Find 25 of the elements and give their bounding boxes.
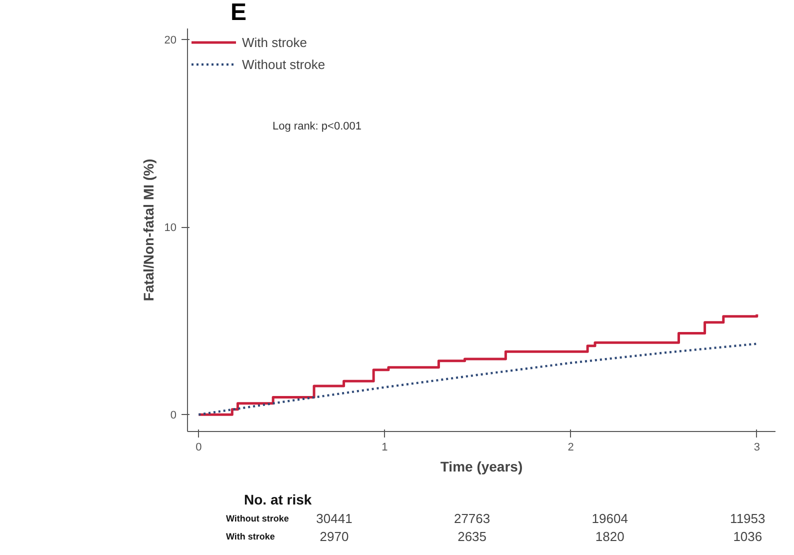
text: 19604 xyxy=(592,511,628,526)
x-tick-label: 0 xyxy=(196,442,202,454)
y-axis-title: Fatal/Non-fatal MI (%) xyxy=(140,158,156,302)
text: With stroke xyxy=(226,532,275,542)
text: 30441 xyxy=(316,511,352,526)
text: 2635 xyxy=(458,529,487,544)
y-tick-label: 0 xyxy=(170,410,177,422)
x-axis-title: Time (years) xyxy=(440,458,523,474)
text: Without stroke xyxy=(226,514,289,524)
text: 1820 xyxy=(595,529,624,544)
text: 27763 xyxy=(454,511,490,526)
y-tick-label: 10 xyxy=(164,222,177,234)
text: E xyxy=(230,0,246,26)
x-tick-label: 1 xyxy=(382,442,388,454)
y-tick-label: 20 xyxy=(164,34,177,47)
legend-label: With stroke xyxy=(242,34,308,50)
text: 2970 xyxy=(320,529,349,544)
legend-label: Without stroke xyxy=(242,56,326,72)
text: No. at risk xyxy=(244,492,312,508)
x-tick-label: 3 xyxy=(754,442,760,454)
text: 11953 xyxy=(730,511,766,526)
annotation: Log rank: p<0.001 xyxy=(272,120,362,132)
text: 1036 xyxy=(733,529,762,544)
x-tick-label: 2 xyxy=(568,442,574,454)
line-series xyxy=(198,342,758,416)
